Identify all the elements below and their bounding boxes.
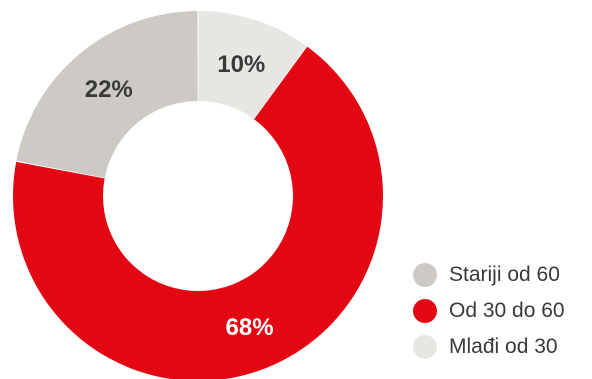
chart-legend: Stariji od 60 Od 30 do 60 Mlađi od 30	[413, 257, 565, 365]
legend-item-mladi-od-30: Mlađi od 30	[413, 329, 565, 365]
slice-label-3: 22%	[85, 76, 133, 103]
donut-slice-3	[16, 11, 198, 178]
donut-slice-labels: 10% 68% 22%	[85, 51, 274, 341]
legend-swatch	[413, 263, 437, 287]
legend-label: Od 30 do 60	[449, 299, 565, 322]
slice-label-2: 68%	[226, 314, 274, 341]
donut-slices	[13, 11, 383, 379]
legend-swatch	[413, 335, 437, 359]
donut-slice-1	[198, 11, 307, 119]
legend-label: Stariji od 60	[449, 263, 560, 286]
legend-label: Mlađi od 30	[449, 335, 558, 358]
donut-slice-2	[13, 46, 383, 379]
legend-item-od-30-do-60: Od 30 do 60	[413, 293, 565, 329]
legend-swatch	[413, 299, 437, 323]
slice-label-1: 10%	[217, 51, 265, 78]
legend-item-stariji-od-60: Stariji od 60	[413, 257, 565, 293]
